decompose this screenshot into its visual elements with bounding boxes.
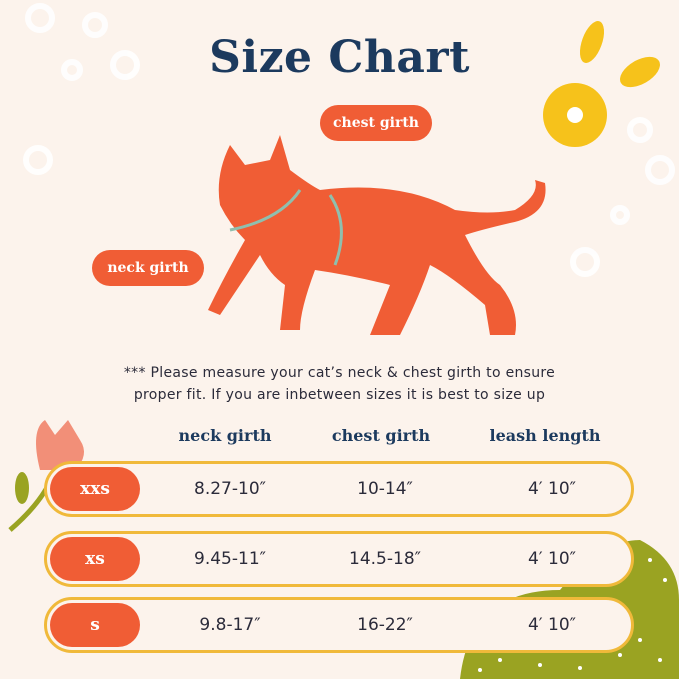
header-leash-length: leash length xyxy=(489,426,601,445)
size-row-xs: xs 9.45-11″ 14.5-18″ 4′ 10″ xyxy=(44,531,634,587)
yellow-flower-icon xyxy=(543,21,660,147)
size-badge: xs xyxy=(50,537,140,581)
chest-girth-label: chest girth xyxy=(320,105,432,141)
size-row-s: s 9.8-17″ 16-22″ 4′ 10″ xyxy=(44,597,634,653)
measure-note-text: *** Please measure your cat’s neck & che… xyxy=(123,365,556,403)
header-chest-girth: chest girth xyxy=(331,426,431,445)
size-row-xxs: xxs 8.27-10″ 10-14″ 4′ 10″ xyxy=(44,461,634,517)
header-neck-girth: neck girth xyxy=(178,426,272,445)
cat-silhouette-icon xyxy=(208,135,546,335)
page-title: Size Chart xyxy=(209,32,470,83)
chest-value: 14.5-18″ xyxy=(349,549,421,569)
neck-value: 8.27-10″ xyxy=(194,479,266,499)
neck-value: 9.8-17″ xyxy=(199,615,261,635)
leash-value: 4′ 10″ xyxy=(527,615,577,635)
chest-value: 16-22″ xyxy=(357,615,413,635)
size-badge: s xyxy=(50,603,140,647)
leash-value: 4′ 10″ xyxy=(527,479,577,499)
chest-value: 10-14″ xyxy=(357,479,413,499)
neck-value: 9.45-11″ xyxy=(194,549,266,569)
neck-girth-label: neck girth xyxy=(92,250,204,286)
size-badge: xxs xyxy=(50,467,140,511)
leash-value: 4′ 10″ xyxy=(527,549,577,569)
measure-note: *** Please measure your cat’s neck & che… xyxy=(0,362,679,406)
